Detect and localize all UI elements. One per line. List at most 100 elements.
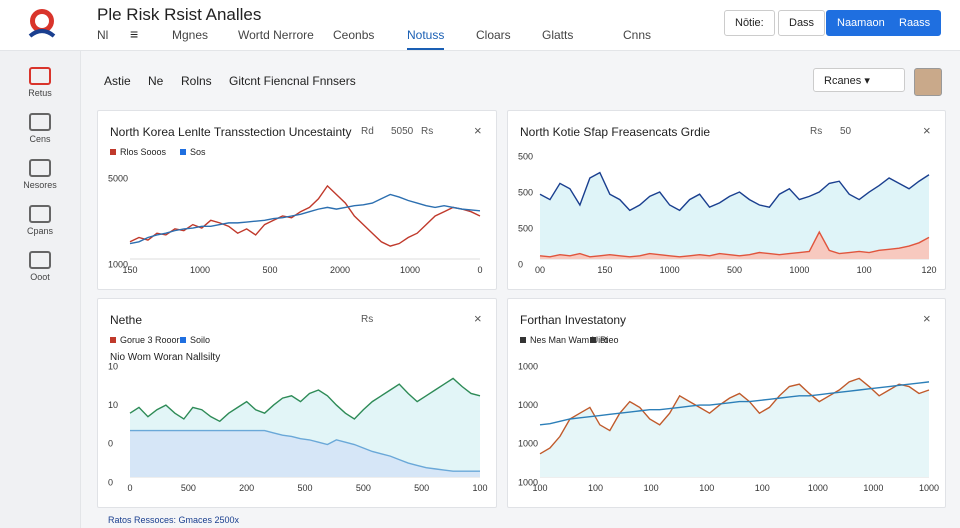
series-line xyxy=(539,381,930,426)
y-tick-label: 5000 xyxy=(108,173,128,183)
nav-tab[interactable]: Cnns xyxy=(623,28,652,42)
breadcrumb[interactable]: Ne xyxy=(148,74,164,88)
sidebar-label: Ooot xyxy=(30,272,50,282)
sidebar-item[interactable]: Nesores xyxy=(0,159,80,190)
series-line xyxy=(539,171,930,212)
sidebar-icon xyxy=(29,113,51,131)
sidebar: Retus Cens Nesores Cpans Ooot xyxy=(0,51,81,528)
sidebar-item[interactable]: Cpans xyxy=(0,205,80,236)
legend-swatch xyxy=(590,337,596,343)
sidebar-label: Cpans xyxy=(26,226,53,236)
x-tick-label: 500 xyxy=(297,483,312,493)
nav-tab[interactable]: Glatts xyxy=(542,28,574,42)
nav-tab[interactable]: Notuss xyxy=(407,28,445,50)
x-tick-label: 120 xyxy=(921,265,936,275)
logo xyxy=(28,9,56,38)
avatar[interactable] xyxy=(914,68,942,96)
panel-title: North Korea Lenlte Transstection Uncesta… xyxy=(110,125,352,139)
legend-item: Rieo xyxy=(590,335,619,345)
legend-item: Sos xyxy=(180,147,206,157)
nav-tab[interactable]: Wortd Nerrore xyxy=(238,28,314,42)
x-tick-label: 1000 xyxy=(789,265,809,275)
x-tick-label: 100 xyxy=(857,265,872,275)
panel-title: Nethe xyxy=(110,313,143,327)
panel-control[interactable]: 5050 xyxy=(391,126,414,137)
x-tick-label: 500 xyxy=(727,265,742,275)
x-tick-label: 500 xyxy=(356,483,371,493)
x-tick-label: 100 xyxy=(755,483,770,493)
breadcrumb[interactable]: Astie xyxy=(104,74,131,88)
close-button[interactable]: × xyxy=(474,123,482,138)
y-tick-label: 500 xyxy=(518,187,533,197)
breadcrumb[interactable]: Rolns xyxy=(181,74,212,88)
x-tick-label: 0 xyxy=(477,265,482,275)
panel-control[interactable]: Rs xyxy=(421,126,434,137)
y-tick-label: 10 xyxy=(108,361,118,371)
series-line xyxy=(129,193,481,245)
nav-tab[interactable]: Mgnes xyxy=(172,28,209,42)
footer: Ratos Ressoces: Gmaces 2500x xyxy=(108,515,240,525)
legend-swatch xyxy=(520,337,526,343)
x-tick-label: 1000 xyxy=(400,265,420,275)
x-tick-label: 500 xyxy=(414,483,429,493)
chart-panel: North Korea Lenlte Transstection Uncesta… xyxy=(97,110,497,290)
panel-control[interactable]: 50 xyxy=(840,126,852,137)
sidebar-item[interactable]: Retus xyxy=(0,67,80,98)
legend-label: Soilo xyxy=(190,335,211,345)
nav-tab[interactable]: Cloars xyxy=(476,28,511,42)
header-button[interactable]: Raass xyxy=(888,10,942,36)
series-area xyxy=(540,172,929,259)
y-tick-label: 1000 xyxy=(518,361,538,371)
x-tick-label: 2000 xyxy=(330,265,350,275)
x-tick-label: 1000 xyxy=(660,265,680,275)
x-tick-label: 100 xyxy=(532,483,547,493)
y-tick-label: 1000 xyxy=(518,439,538,449)
sidebar-item[interactable]: Ooot xyxy=(0,251,80,282)
series-area xyxy=(130,430,480,477)
legend-label: Gorue 3 Rooor xyxy=(120,335,180,345)
breadcrumb[interactable]: Gitcnt Fiencnal Fnnsers xyxy=(229,74,356,88)
chart-panel: Nethe Rs × Gorue 3 Rooor Soilo Nio Wom Woran … xyxy=(97,298,497,508)
panel-subtitle: Nio Wom Woran Nallsilty xyxy=(110,352,221,363)
series-line xyxy=(129,184,481,247)
header-button[interactable]: Nōtie: xyxy=(724,10,775,36)
legend-swatch xyxy=(110,149,116,155)
legend-swatch xyxy=(110,337,116,343)
dropdown[interactable]: Rcanes ▾ xyxy=(813,68,905,92)
sidebar-icon xyxy=(29,67,51,85)
panel-control[interactable]: Rd xyxy=(361,126,374,137)
chart-panel: North Kotie Sfap Freasencats Grdie Rs 50 × 5… xyxy=(507,110,946,290)
sidebar-item[interactable]: Cens xyxy=(0,113,80,144)
sidebar-label: Nesores xyxy=(23,180,57,190)
panel-control[interactable]: Rs xyxy=(361,314,374,325)
top-bar: Ple Risk Rsist Analles Nl Mgnes Wortd Nerr… xyxy=(0,0,960,51)
header-button[interactable]: Dass xyxy=(778,10,826,36)
y-tick-label: 0 xyxy=(518,259,523,269)
nav-tab[interactable]: Nl xyxy=(97,28,109,42)
panel-control[interactable]: Rs xyxy=(810,126,823,137)
header-button[interactable]: Naamaon xyxy=(826,10,896,36)
sidebar-label: Cens xyxy=(29,134,51,144)
close-button[interactable]: × xyxy=(474,311,482,326)
legend-item: Gorue 3 Rooor xyxy=(110,335,180,345)
sidebar-icon xyxy=(29,205,51,223)
series-line xyxy=(539,377,930,455)
y-tick-label: 1000 xyxy=(518,400,538,410)
x-tick-label: 100 xyxy=(588,483,603,493)
panel-title: North Kotie Sfap Freasencats Grdie xyxy=(520,125,711,139)
series-area xyxy=(540,378,929,477)
legend-label: Rlos Sooos xyxy=(120,147,167,157)
x-tick-label: 100 xyxy=(472,483,487,493)
close-button[interactable]: × xyxy=(923,123,931,138)
legend-item: Rlos Sooos xyxy=(110,147,166,157)
y-tick-label: 10 xyxy=(108,400,118,410)
y-tick-label: 1000 xyxy=(518,477,538,487)
close-button[interactable]: × xyxy=(923,311,931,326)
menu-icon[interactable]: ≡ xyxy=(130,26,139,42)
dropdown-label: Rcanes xyxy=(824,75,862,87)
nav-tab[interactable]: Ceonbs xyxy=(333,28,375,42)
x-tick-label: 1000 xyxy=(863,483,883,493)
